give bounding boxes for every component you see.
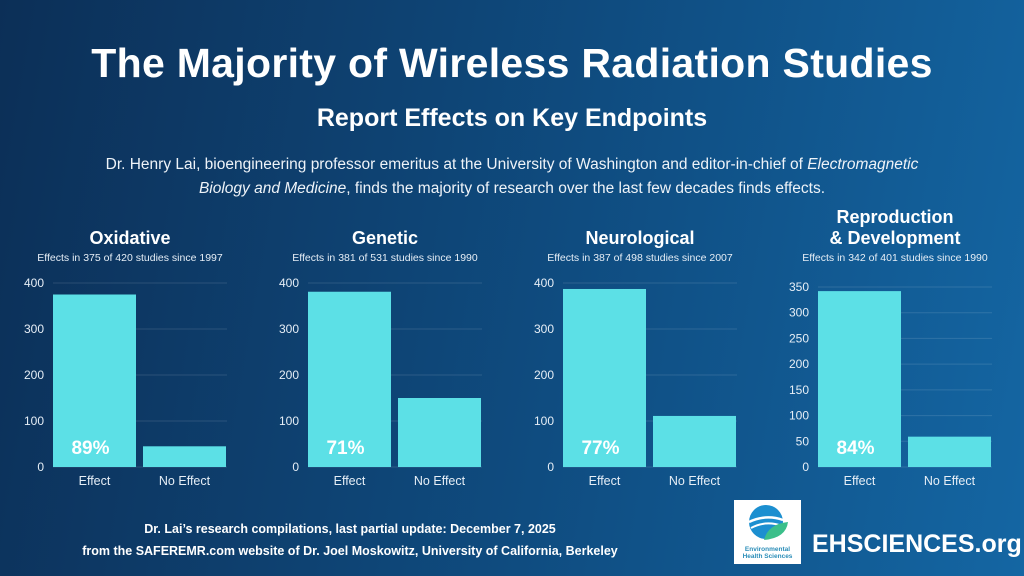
chart-subtitle: Effects in 342 of 401 studies since 1990 bbox=[802, 252, 988, 264]
y-tick-label: 100 bbox=[24, 414, 44, 428]
bar-effect bbox=[563, 288, 646, 467]
bar-no-effect bbox=[143, 446, 226, 467]
description-text-1: Dr. Henry Lai, bioengineering professor … bbox=[105, 156, 808, 173]
bar-chart: 0 100 200 300 400 Effect No Effect 77% bbox=[534, 276, 737, 488]
chart-subtitle: Effects in 375 of 420 studies since 1997 bbox=[37, 252, 223, 264]
y-tick-label: 200 bbox=[24, 368, 44, 382]
y-tick-label: 150 bbox=[789, 383, 809, 397]
main-title: The Majority of Wireless Radiation Studi… bbox=[91, 40, 933, 86]
bar-chart: 0 50 100 150 200 250 300 350 Effect No Effect 84% bbox=[789, 280, 992, 488]
bar-chart: 0 100 200 300 400 Effect No Effect 71% bbox=[279, 276, 482, 488]
main-subtitle: Report Effects on Key Endpoints bbox=[316, 104, 708, 132]
x-tick-label: Effect bbox=[334, 474, 366, 488]
y-tick-label: 0 bbox=[802, 460, 809, 474]
y-tick-label: 50 bbox=[796, 434, 810, 448]
y-tick-label: 200 bbox=[534, 368, 554, 382]
bar-chart: 0 100 200 300 400 Effect No Effect 89% bbox=[24, 276, 227, 488]
journal-name: Electromagnetic Biology and Medicine bbox=[198, 156, 919, 197]
y-tick-label: 400 bbox=[534, 276, 554, 290]
y-tick-label: 200 bbox=[279, 368, 299, 382]
chart-panel: Genetic Effects in 381 of 531 studies sin… bbox=[265, 205, 505, 495]
bar-effect bbox=[308, 291, 391, 467]
description-text-2: , finds the majority of research over th… bbox=[346, 180, 826, 197]
y-tick-label: 0 bbox=[292, 460, 299, 474]
x-tick-label: No Effect bbox=[924, 474, 976, 488]
chart-title: Neurological bbox=[585, 228, 695, 248]
description: Dr. Henry Lai, bioengineering professor … bbox=[80, 153, 944, 201]
x-tick-label: No Effect bbox=[159, 474, 211, 488]
y-tick-label: 350 bbox=[789, 280, 809, 294]
y-tick-label: 250 bbox=[789, 331, 809, 345]
y-tick-label: 300 bbox=[789, 306, 809, 320]
x-tick-label: Effect bbox=[79, 474, 111, 488]
y-tick-label: 100 bbox=[534, 414, 554, 428]
footer-line-1: Dr. Lai’s research compilations, last pa… bbox=[144, 522, 556, 536]
y-tick-label: 300 bbox=[534, 322, 554, 336]
percent-label: 84% bbox=[836, 438, 874, 459]
bar-effect bbox=[818, 291, 901, 467]
bar-no-effect bbox=[908, 436, 991, 467]
x-tick-label: No Effect bbox=[669, 474, 721, 488]
footer-credits: Dr. Lai’s research compilations, last pa… bbox=[30, 518, 670, 562]
y-tick-label: 0 bbox=[37, 460, 44, 474]
chart-title: Oxidative bbox=[89, 228, 171, 248]
chart-panel: Oxidative Effects in 375 of 420 studies s… bbox=[10, 205, 250, 495]
y-tick-label: 100 bbox=[789, 409, 809, 423]
y-tick-label: 0 bbox=[547, 460, 554, 474]
chart-title: Genetic bbox=[351, 228, 419, 248]
bar-no-effect bbox=[653, 415, 736, 467]
y-tick-label: 400 bbox=[24, 276, 44, 290]
y-tick-label: 100 bbox=[279, 414, 299, 428]
website-label[interactable]: EHSCIENCES.org bbox=[812, 530, 1022, 558]
y-tick-label: 400 bbox=[279, 276, 299, 290]
percent-label: 89% bbox=[71, 438, 109, 459]
percent-label: 77% bbox=[581, 438, 619, 459]
bar-no-effect bbox=[398, 398, 481, 467]
y-tick-label: 200 bbox=[789, 357, 809, 371]
y-tick-label: 300 bbox=[279, 322, 299, 336]
chart-panel: Neurological Effects in 387 of 498 studie… bbox=[520, 205, 760, 495]
chart-title: Reproduction bbox=[836, 207, 954, 227]
chart-panel: Reproduction & Development Effects in 342 … bbox=[775, 205, 1015, 495]
ehs-logo: Environmental Health Sciences bbox=[734, 500, 801, 564]
globe-leaf-icon bbox=[748, 505, 788, 540]
x-tick-label: No Effect bbox=[414, 474, 466, 488]
logo-line-2: Health Sciences bbox=[742, 553, 793, 560]
chart-subtitle: Effects in 387 of 498 studies since 2007 bbox=[547, 252, 733, 264]
chart-title: & Development bbox=[829, 228, 961, 248]
footer-line-2: from the SAFEREMR.com website of Dr. Joe… bbox=[82, 544, 618, 558]
x-tick-label: Effect bbox=[589, 474, 621, 488]
x-tick-label: Effect bbox=[844, 474, 876, 488]
percent-label: 71% bbox=[326, 438, 364, 459]
chart-subtitle: Effects in 381 of 531 studies since 1990 bbox=[292, 252, 478, 264]
bar-effect bbox=[53, 294, 136, 467]
logo-line-1: Environmental bbox=[744, 546, 791, 553]
y-tick-label: 300 bbox=[24, 322, 44, 336]
